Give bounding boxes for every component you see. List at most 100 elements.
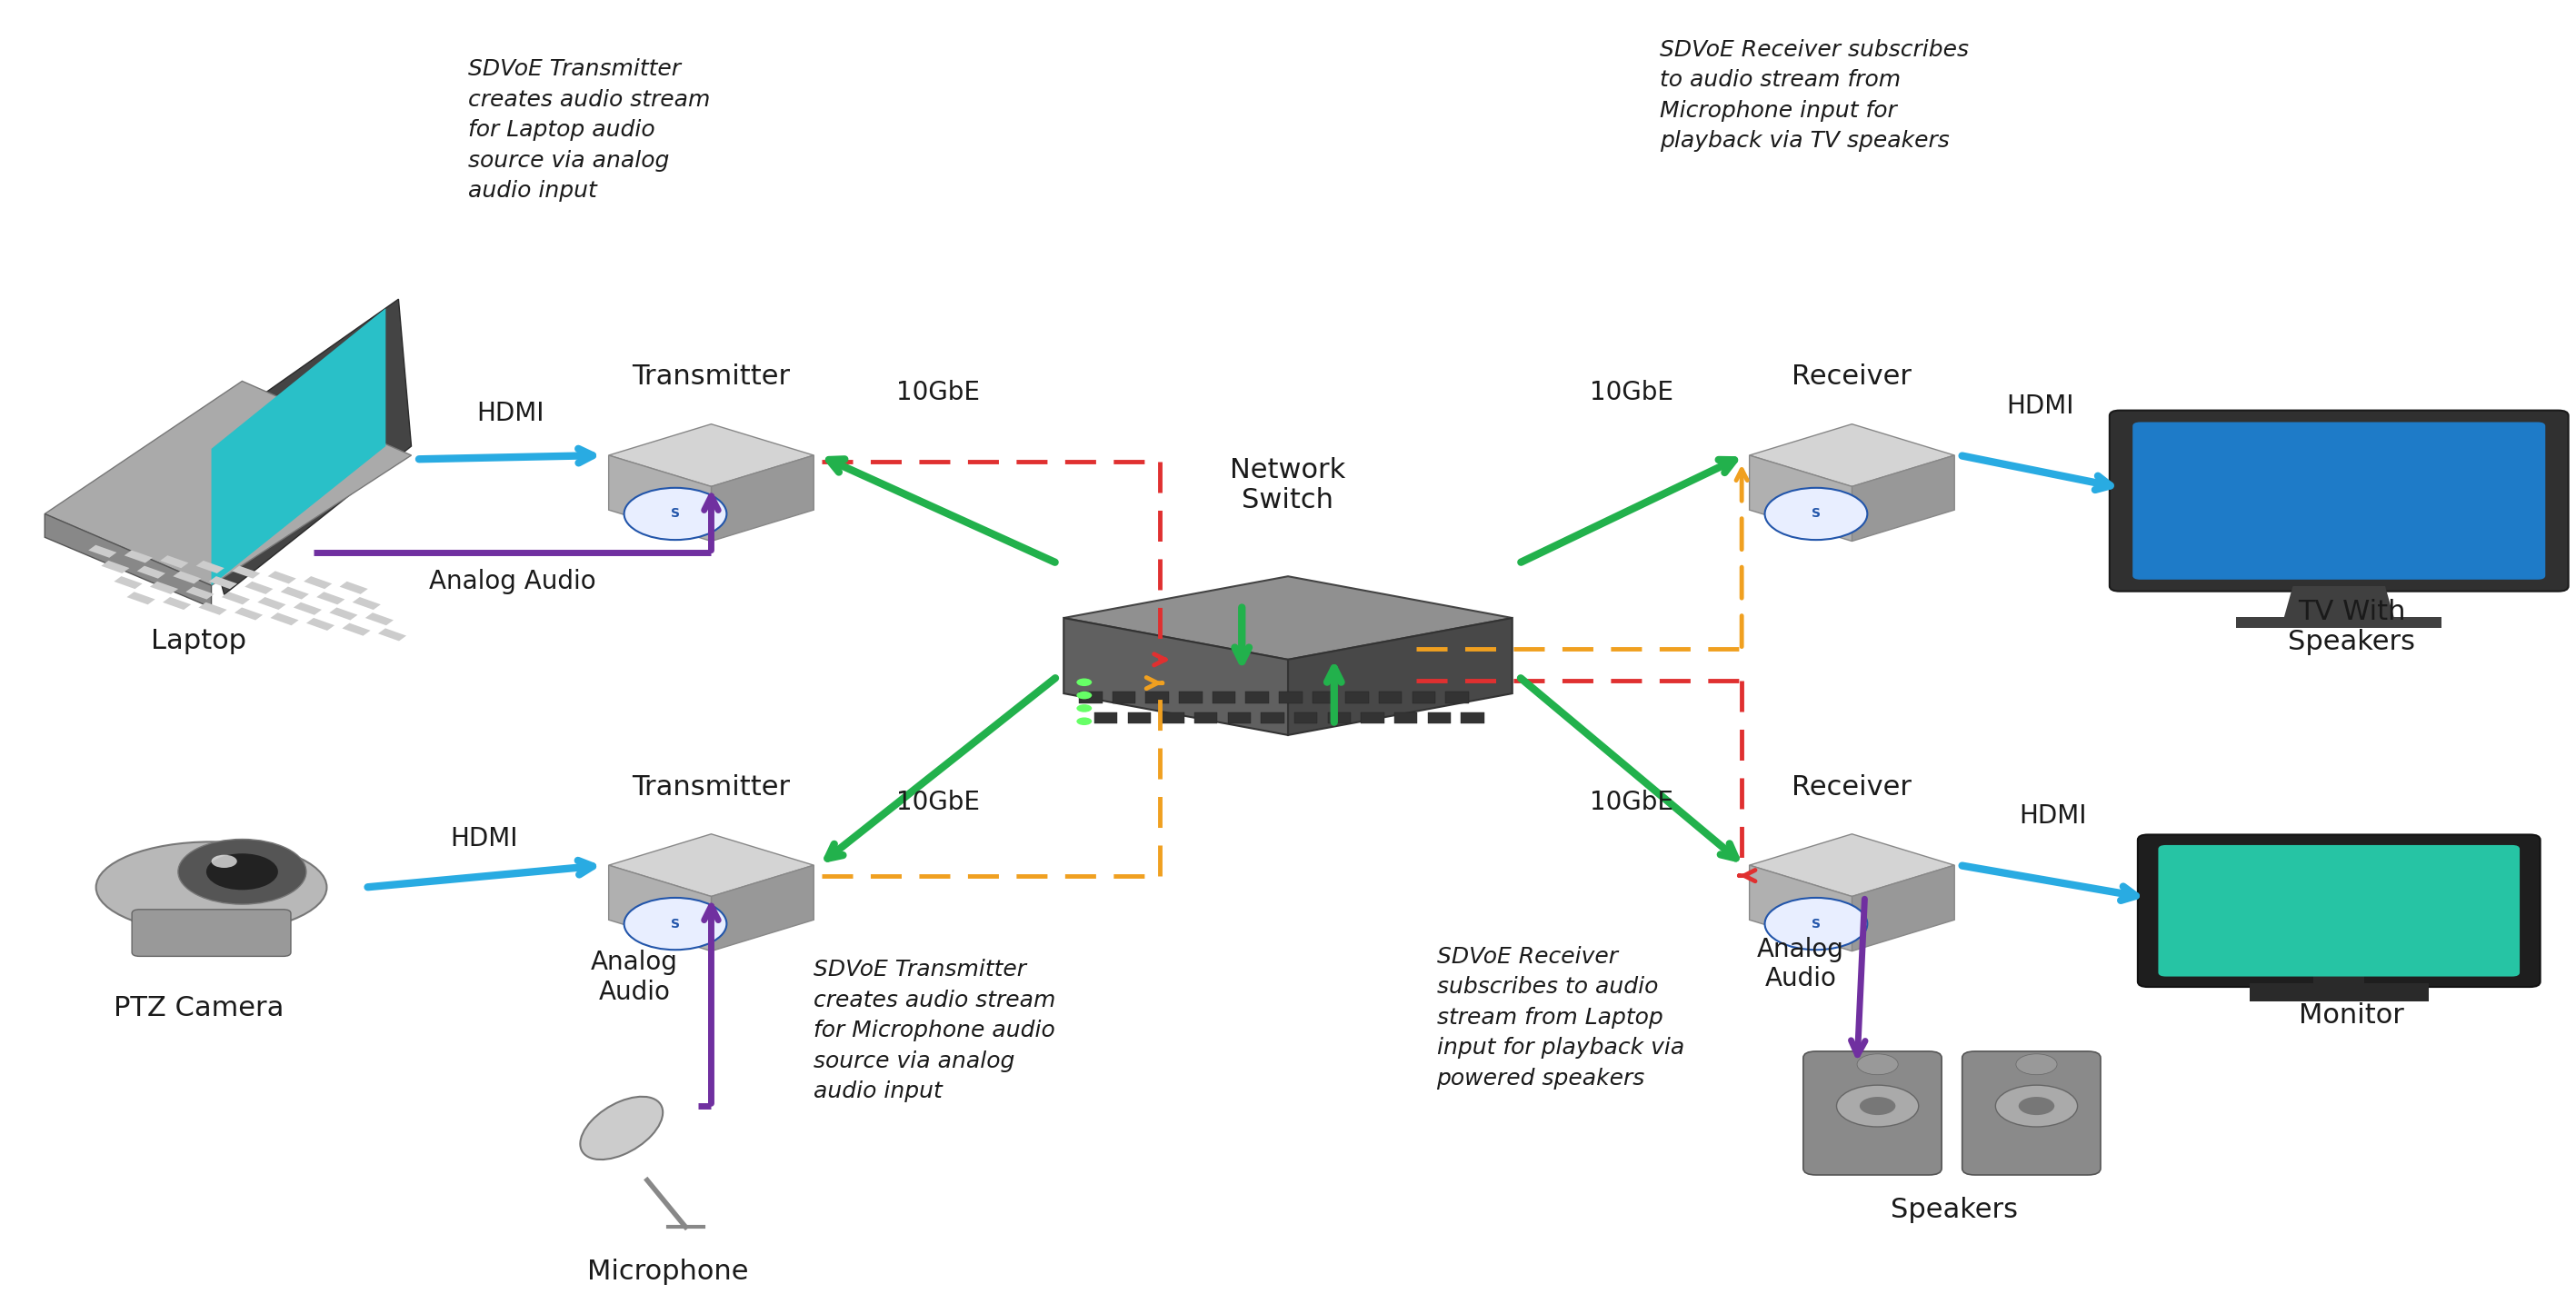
Bar <box>2249 983 2429 1001</box>
Bar <box>270 612 299 625</box>
Text: S: S <box>1811 917 1821 930</box>
Bar <box>1180 691 1203 703</box>
Bar <box>113 577 142 589</box>
Bar <box>1262 712 1285 724</box>
Bar <box>234 607 263 620</box>
Text: Receiver: Receiver <box>1793 364 1911 390</box>
Bar <box>198 602 227 615</box>
Text: HDMI: HDMI <box>2020 803 2087 829</box>
Bar <box>1113 691 1136 703</box>
Bar <box>1345 691 1368 703</box>
Text: Speakers: Speakers <box>1891 1197 2017 1223</box>
FancyBboxPatch shape <box>2159 845 2519 976</box>
Ellipse shape <box>95 842 327 933</box>
Bar <box>353 597 381 610</box>
Polygon shape <box>608 455 711 541</box>
Bar <box>343 623 371 636</box>
Circle shape <box>1077 704 1092 712</box>
Text: Microphone: Microphone <box>587 1259 750 1285</box>
Polygon shape <box>1749 865 1852 951</box>
Bar <box>1293 712 1316 724</box>
Bar <box>1095 712 1118 724</box>
Text: Laptop: Laptop <box>152 628 247 654</box>
Bar <box>1079 691 1103 703</box>
Polygon shape <box>711 455 814 541</box>
Bar <box>1229 712 1252 724</box>
Bar <box>294 602 322 615</box>
Circle shape <box>1765 487 1868 540</box>
Bar <box>1195 712 1218 724</box>
Circle shape <box>623 897 726 950</box>
Polygon shape <box>1749 455 1852 541</box>
Bar <box>1146 691 1170 703</box>
Text: Analog
Audio: Analog Audio <box>590 950 677 1005</box>
Bar <box>379 628 407 641</box>
Polygon shape <box>1852 865 1955 951</box>
Text: S: S <box>670 917 680 930</box>
Bar <box>185 586 214 599</box>
Polygon shape <box>2282 586 2396 623</box>
Bar <box>2313 970 2365 986</box>
Bar <box>330 607 358 620</box>
Text: HDMI: HDMI <box>477 401 544 426</box>
Bar <box>1378 691 1401 703</box>
Bar <box>304 577 332 589</box>
Polygon shape <box>185 300 412 594</box>
Text: Analog
Audio: Analog Audio <box>1757 937 1844 992</box>
Polygon shape <box>711 865 814 951</box>
Circle shape <box>1077 678 1092 686</box>
Bar <box>340 581 368 594</box>
Polygon shape <box>608 424 814 486</box>
Circle shape <box>1077 691 1092 699</box>
Text: Analog Audio: Analog Audio <box>430 569 595 594</box>
Bar <box>137 566 165 578</box>
FancyBboxPatch shape <box>2138 834 2540 987</box>
Text: 10GbE: 10GbE <box>1589 380 1674 406</box>
Text: SDVoE Transmitter
creates audio stream
for Laptop audio
source via analog
audio : SDVoE Transmitter creates audio stream f… <box>469 58 711 202</box>
Ellipse shape <box>580 1097 662 1159</box>
Text: S: S <box>670 507 680 520</box>
Text: Receiver: Receiver <box>1793 774 1911 800</box>
Bar <box>196 561 224 573</box>
Bar <box>366 612 394 625</box>
Circle shape <box>623 487 726 540</box>
Text: HDMI: HDMI <box>2007 393 2074 419</box>
Polygon shape <box>1064 577 1512 660</box>
Bar <box>126 591 155 604</box>
Bar <box>1427 712 1450 724</box>
Bar <box>281 586 309 599</box>
Text: 10GbE: 10GbE <box>1589 790 1674 816</box>
Bar <box>1360 712 1383 724</box>
Bar <box>162 597 191 610</box>
Text: SDVoE Transmitter
creates audio stream
for Microphone audio
source via analog
au: SDVoE Transmitter creates audio stream f… <box>814 959 1056 1102</box>
FancyBboxPatch shape <box>1803 1051 1942 1175</box>
Polygon shape <box>44 381 412 586</box>
Text: PTZ Camera: PTZ Camera <box>113 996 283 1022</box>
Polygon shape <box>211 309 386 586</box>
Circle shape <box>2017 1054 2058 1075</box>
Bar <box>1213 691 1236 703</box>
Bar <box>149 581 178 594</box>
FancyBboxPatch shape <box>2133 422 2545 579</box>
Circle shape <box>1077 717 1092 725</box>
FancyBboxPatch shape <box>1963 1051 2099 1175</box>
Bar <box>1394 712 1417 724</box>
Bar <box>1461 712 1484 724</box>
FancyBboxPatch shape <box>2110 410 2568 591</box>
Bar <box>1162 712 1185 724</box>
Bar <box>173 572 201 583</box>
Polygon shape <box>608 865 711 951</box>
Bar <box>209 577 237 589</box>
Bar <box>1327 712 1350 724</box>
Circle shape <box>211 855 237 867</box>
Text: Transmitter: Transmitter <box>631 774 791 800</box>
Circle shape <box>2020 1097 2056 1116</box>
Text: Monitor: Monitor <box>2300 1001 2403 1029</box>
Bar <box>268 572 296 583</box>
Text: HDMI: HDMI <box>451 827 518 851</box>
Circle shape <box>1857 1054 1899 1075</box>
Circle shape <box>1765 897 1868 950</box>
Text: 10GbE: 10GbE <box>896 790 979 816</box>
Circle shape <box>1837 1085 1919 1127</box>
Text: SDVoE Receiver
subscribes to audio
stream from Laptop
input for playback via
pow: SDVoE Receiver subscribes to audio strea… <box>1437 946 1685 1089</box>
